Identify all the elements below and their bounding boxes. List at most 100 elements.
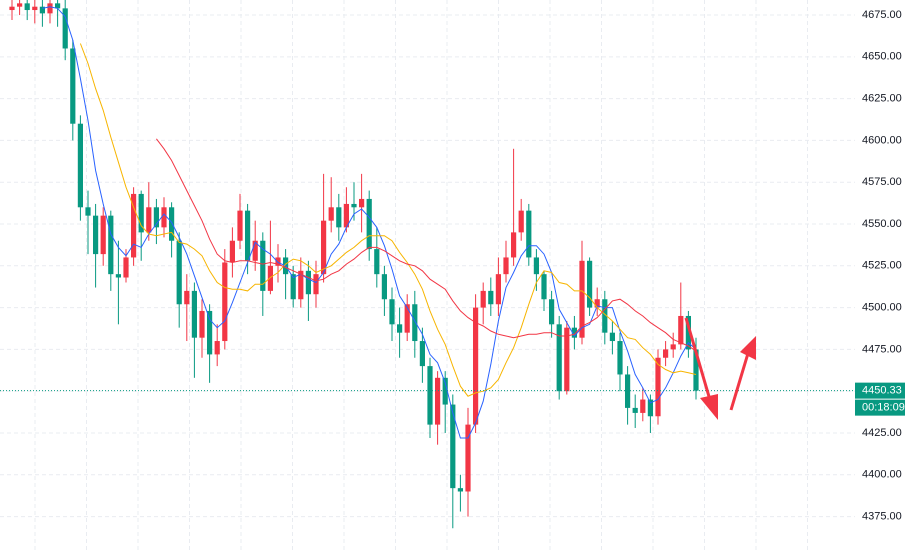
- candle-body: [77, 123, 83, 208]
- candle-body: [55, 3, 61, 9]
- candle-body: [556, 324, 562, 392]
- candle-body: [146, 207, 152, 233]
- y-tick-label: 4525.00: [862, 260, 902, 272]
- last-price-label: 4450.33: [862, 385, 902, 397]
- candle-body: [115, 274, 121, 278]
- y-tick-label: 4500.00: [862, 302, 902, 314]
- arrow-up: [729, 349, 751, 411]
- candle-body: [640, 399, 646, 413]
- candle-body: [237, 210, 243, 241]
- candle-body: [526, 210, 532, 258]
- moving-average-line: [79, 43, 697, 397]
- candle-body: [541, 274, 547, 300]
- candle-body: [123, 257, 129, 278]
- candle-body: [108, 215, 114, 275]
- candle-body: [685, 315, 691, 350]
- candle-body: [176, 240, 182, 305]
- candle-body: [473, 307, 479, 425]
- candle-body: [214, 341, 220, 355]
- candle-body: [85, 207, 91, 216]
- candle-body: [693, 349, 699, 391]
- candle-body: [602, 299, 608, 333]
- candle-body: [351, 203, 357, 208]
- candle-body: [328, 207, 334, 221]
- candle-body: [275, 257, 281, 266]
- candle-body: [9, 6, 15, 11]
- candle-body: [374, 249, 380, 275]
- candle-body: [93, 215, 99, 255]
- candle-body: [267, 265, 273, 291]
- candle-body: [138, 193, 144, 233]
- candle-body: [647, 399, 653, 417]
- candle-body: [47, 3, 53, 14]
- last-price-box: [855, 382, 905, 399]
- candle-body: [161, 207, 167, 228]
- candle-body: [260, 240, 266, 291]
- candle-body: [199, 310, 205, 338]
- candle-body: [625, 374, 631, 408]
- candle-body: [480, 290, 486, 308]
- candle-body: [503, 257, 509, 275]
- y-tick-label: 4650.00: [862, 51, 902, 63]
- candle-body: [131, 193, 137, 258]
- candle-body: [245, 210, 251, 261]
- candle-body: [305, 270, 311, 295]
- candle-body: [632, 407, 638, 413]
- plot-area: [0, 0, 855, 529]
- y-tick-label: 4475.00: [862, 343, 902, 355]
- candle-body: [100, 215, 106, 255]
- arrow-head: [700, 394, 718, 420]
- candle-body: [153, 207, 159, 228]
- candle-body: [70, 48, 76, 124]
- y-tick-label: 4675.00: [862, 9, 902, 21]
- candle-body: [62, 8, 68, 49]
- candle-body: [663, 349, 669, 358]
- candle-body: [397, 324, 403, 333]
- candle-body: [518, 210, 524, 233]
- candle-body: [191, 290, 197, 338]
- candle-body: [511, 232, 517, 258]
- candle-body: [442, 377, 448, 405]
- y-tick-label: 4425.00: [862, 427, 902, 439]
- y-tick-label: 4375.00: [862, 510, 902, 522]
- countdown-box: [855, 399, 905, 416]
- countdown-label: 00:18:09: [862, 402, 905, 414]
- axis-background: [855, 0, 905, 550]
- candle-body: [678, 315, 684, 345]
- candle-body: [617, 341, 623, 375]
- candle-body: [495, 274, 501, 305]
- annotation-arrows: [684, 317, 756, 420]
- moving-average-line: [156, 138, 697, 352]
- candle-body: [427, 366, 433, 425]
- candle-body: [343, 203, 349, 228]
- moving-average-line: [42, 6, 697, 439]
- candle-body: [488, 290, 494, 305]
- candle-body: [579, 260, 585, 338]
- y-tick-label: 4550.00: [862, 218, 902, 230]
- candle-body: [298, 270, 304, 300]
- candle-body: [336, 207, 342, 228]
- candle-body: [222, 262, 228, 342]
- candle-body: [321, 220, 327, 275]
- candle-body: [381, 274, 387, 300]
- candle-body: [412, 304, 418, 342]
- candle-body: [313, 274, 319, 295]
- candle-body: [169, 207, 175, 241]
- price-axis: 4375.004400.004425.004450.004475.004500.…: [855, 0, 905, 550]
- candle-body: [587, 260, 593, 308]
- candle-body: [17, 3, 23, 7]
- candle-body: [457, 488, 463, 492]
- candle-body: [359, 198, 365, 208]
- y-tick-label: 4625.00: [862, 93, 902, 105]
- candle-body: [419, 341, 425, 367]
- grid: [0, 0, 855, 550]
- candle-body: [184, 290, 190, 305]
- y-tick-label: 4400.00: [862, 469, 902, 481]
- candle-body: [24, 3, 30, 11]
- candle-body: [450, 404, 456, 489]
- candle-body: [465, 424, 471, 492]
- candle-body: [609, 332, 615, 342]
- candle-body: [594, 299, 600, 308]
- arrow-down: [684, 317, 712, 401]
- candle-body: [290, 274, 296, 300]
